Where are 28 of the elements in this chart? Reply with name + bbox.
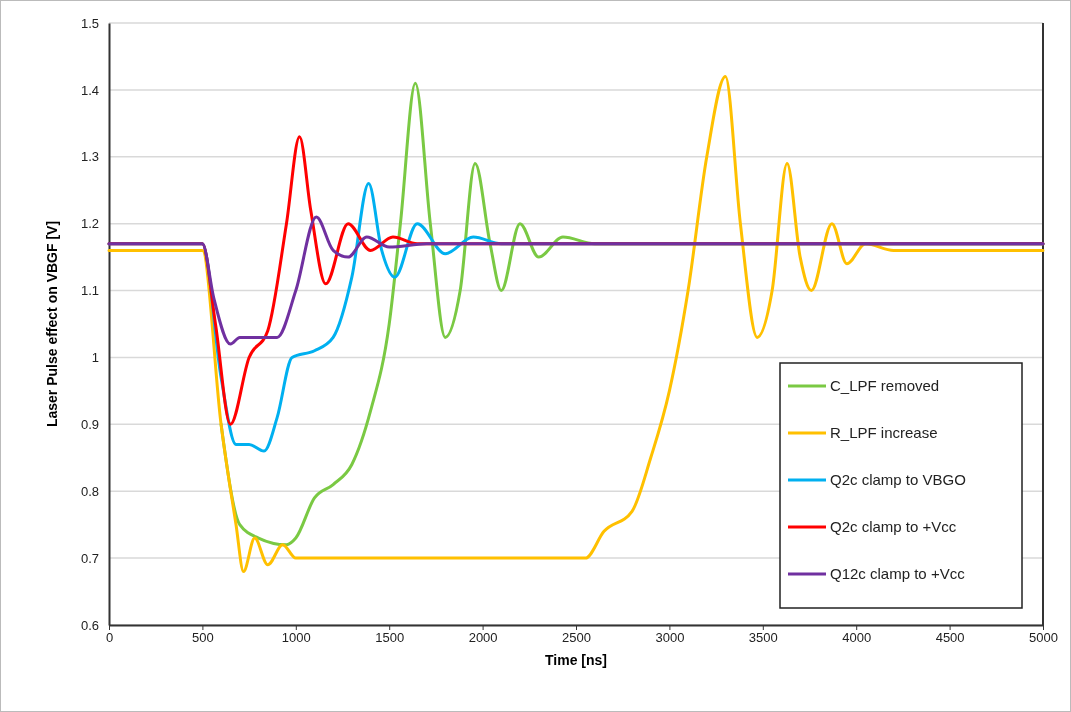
y-tick-label: 1 <box>91 350 99 366</box>
x-tick-label: 2500 <box>562 630 591 646</box>
y-tick-label: 1.5 <box>80 15 99 31</box>
x-tick-label: 0 <box>105 630 114 646</box>
y-tick-label: 1.4 <box>80 82 99 98</box>
x-tick-label: 1000 <box>281 630 311 646</box>
x-tick-label: 2000 <box>468 630 498 646</box>
legend-label: Q2c clamp to VBGO <box>830 471 966 488</box>
x-axis-title: Time [ns] <box>545 652 607 668</box>
x-tick-label: 1500 <box>375 630 405 646</box>
x-tick-label: 3500 <box>748 630 778 646</box>
y-tick-label: 1.3 <box>80 149 99 165</box>
y-tick-label: 1.1 <box>80 283 99 299</box>
y-tick-label: 0.7 <box>80 550 99 566</box>
x-tick-label: 5000 <box>1029 630 1058 646</box>
legend-label: C_LPF removed <box>830 377 940 394</box>
x-tick-label: 4500 <box>935 630 965 646</box>
legend-label: Q2c clamp to +Vcc <box>830 518 957 535</box>
x-tick-label: 500 <box>192 630 214 646</box>
y-tick-label: 0.8 <box>80 483 99 499</box>
legend-label: Q12c clamp to +Vcc <box>830 565 966 582</box>
y-tick-label: 1.2 <box>80 216 99 232</box>
legend-label: R_LPF increase <box>830 424 938 441</box>
y-tick-label: 0.9 <box>80 416 99 432</box>
x-tick-label: 4000 <box>842 630 872 646</box>
x-tick-label: 3000 <box>655 630 685 646</box>
y-axis-title: Laser Pulse effect on VBGF [V] <box>44 220 60 428</box>
y-tick-label: 0.6 <box>80 617 99 633</box>
